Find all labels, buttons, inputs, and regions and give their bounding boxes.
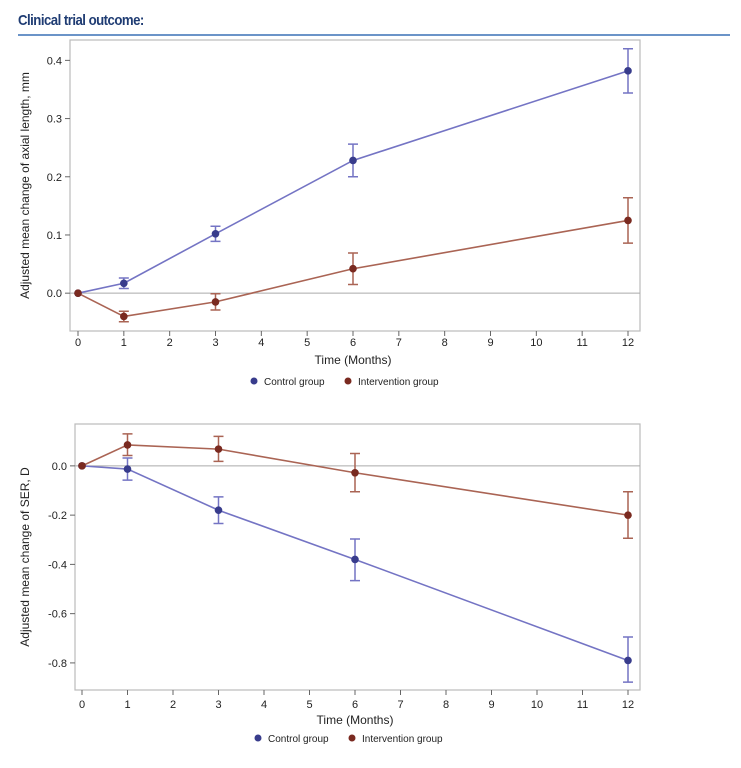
x-tick-label: 1 <box>121 337 127 349</box>
legend-label: Intervention group <box>362 734 443 745</box>
y-axis-label: Adjusted mean change of axial length, mm <box>18 72 32 299</box>
data-point <box>214 506 223 515</box>
x-axis-label: Time (Months) <box>317 713 394 727</box>
x-tick-label: 11 <box>577 699 588 711</box>
x-tick-label: 0 <box>79 699 85 711</box>
y-axis-label: Adjusted mean change of SER, D <box>18 467 32 647</box>
x-tick-label: 2 <box>170 699 176 711</box>
x-tick-label: 12 <box>622 699 634 711</box>
data-point <box>624 67 632 75</box>
x-tick-label: 5 <box>306 699 312 711</box>
x-tick-label: 2 <box>167 337 173 349</box>
x-tick-label: 7 <box>397 699 403 711</box>
x-tick-label: 12 <box>622 337 634 349</box>
x-tick-label: 8 <box>442 337 448 349</box>
y-tick-label: 0.0 <box>52 461 67 473</box>
y-tick-label: 0.4 <box>47 55 62 67</box>
data-point <box>351 555 359 564</box>
legend-marker <box>250 377 258 385</box>
legend-marker <box>254 734 262 742</box>
x-axis-label: Time (Months) <box>315 353 392 367</box>
data-point <box>214 445 223 453</box>
x-tick-label: 5 <box>304 337 310 349</box>
legend-label: Intervention group <box>358 377 439 388</box>
data-point <box>349 156 357 165</box>
data-point <box>120 312 128 321</box>
legend-label: Control group <box>264 377 325 388</box>
data-point <box>211 298 220 306</box>
data-point <box>123 441 132 449</box>
data-point <box>349 264 357 273</box>
plot-frame <box>69 39 641 332</box>
x-tick-label: 3 <box>215 699 221 711</box>
x-tick-label: 11 <box>576 337 587 349</box>
data-point <box>123 465 132 473</box>
x-tick-label: 6 <box>352 699 358 711</box>
data-point <box>74 289 82 297</box>
x-tick-label: 10 <box>530 337 542 349</box>
data-point <box>624 656 632 665</box>
x-tick-label: 7 <box>396 337 402 349</box>
data-point <box>624 216 632 225</box>
x-tick-label: 1 <box>124 699 130 711</box>
legend-label: Control group <box>268 734 329 745</box>
y-tick-label: 0.1 <box>47 230 62 242</box>
y-tick-label: -0.6 <box>48 609 67 621</box>
data-point <box>211 230 220 238</box>
y-tick-label: 0.2 <box>47 172 62 184</box>
y-tick-label: -0.2 <box>48 510 67 522</box>
x-tick-label: 9 <box>487 337 493 349</box>
data-point <box>120 279 128 288</box>
x-tick-label: 4 <box>258 337 264 349</box>
plot-frame <box>74 423 641 691</box>
y-tick-label: -0.8 <box>48 658 67 670</box>
x-tick-label: 8 <box>443 699 449 711</box>
x-tick-label: 0 <box>75 337 81 349</box>
data-point <box>78 462 86 470</box>
title-divider <box>18 34 730 36</box>
data-point <box>624 511 632 519</box>
legend-marker <box>344 377 352 385</box>
y-tick-label: -0.4 <box>48 559 67 571</box>
data-point <box>351 468 359 477</box>
x-tick-label: 9 <box>488 699 494 711</box>
page-title: Clinical trial outcome: <box>18 12 144 29</box>
x-tick-label: 3 <box>212 337 218 349</box>
y-tick-label: 0.0 <box>47 288 62 300</box>
legend-marker <box>348 734 356 742</box>
x-tick-label: 10 <box>531 699 543 711</box>
x-tick-label: 6 <box>350 337 356 349</box>
y-tick-label: 0.3 <box>47 114 62 126</box>
x-tick-label: 4 <box>261 699 267 711</box>
